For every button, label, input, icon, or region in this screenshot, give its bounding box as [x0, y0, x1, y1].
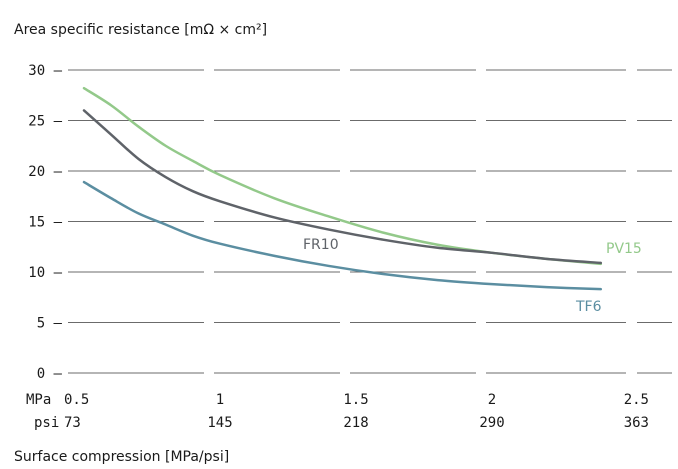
x-tick-label-psi: 363: [624, 415, 649, 431]
x-axis-label: Surface compression [MPa/psi]: [14, 449, 229, 465]
y-tick-labels: 0 — 5 — 10 — 15 — 20 — 25 — 30 —: [28, 63, 62, 382]
x-tick-label-mpa: 2.5: [624, 392, 649, 408]
series-lines: [82, 86, 603, 291]
x-tick-label-psi: 290: [479, 415, 504, 431]
y-tick-label: 0 —: [37, 366, 63, 382]
x-tick-label-psi: 218: [343, 415, 368, 431]
x-tick-label-mpa: 0.5: [64, 392, 89, 408]
y-tick-label: 20 —: [28, 164, 62, 180]
x-tick-label-mpa: 2: [488, 392, 496, 408]
y-axis-label: Area specific resistance [mΩ × cm²]: [14, 22, 267, 38]
y-tick-label: 15 —: [28, 215, 62, 231]
series-line-fr10: [82, 109, 603, 265]
series-label-pv15: PV15: [606, 241, 642, 257]
series-line-tf6: [82, 180, 603, 291]
x-tick-label-psi: 145: [207, 415, 232, 431]
x-unit-mpa-label: MPa: [26, 392, 51, 408]
y-tick-label: 30 —: [28, 63, 62, 79]
y-tick-label: 5 —: [37, 316, 63, 332]
series-labels: PV15 FR10 TF6: [303, 237, 642, 315]
series-label-tf6: TF6: [575, 299, 602, 315]
x-tick-label-psi: 73: [64, 415, 81, 431]
y-tick-label: 25 —: [28, 114, 62, 130]
x-unit-psi-label: psi: [34, 415, 59, 431]
y-tick-label: 10 —: [28, 265, 62, 281]
series-label-fr10: FR10: [303, 237, 339, 253]
x-tick-label-mpa: 1: [216, 392, 224, 408]
x-tick-labels: 0.5 73 1 145 1.5 218 2 290 2.5 363: [64, 392, 649, 431]
x-tick-label-mpa: 1.5: [343, 392, 368, 408]
grid: [68, 69, 672, 374]
